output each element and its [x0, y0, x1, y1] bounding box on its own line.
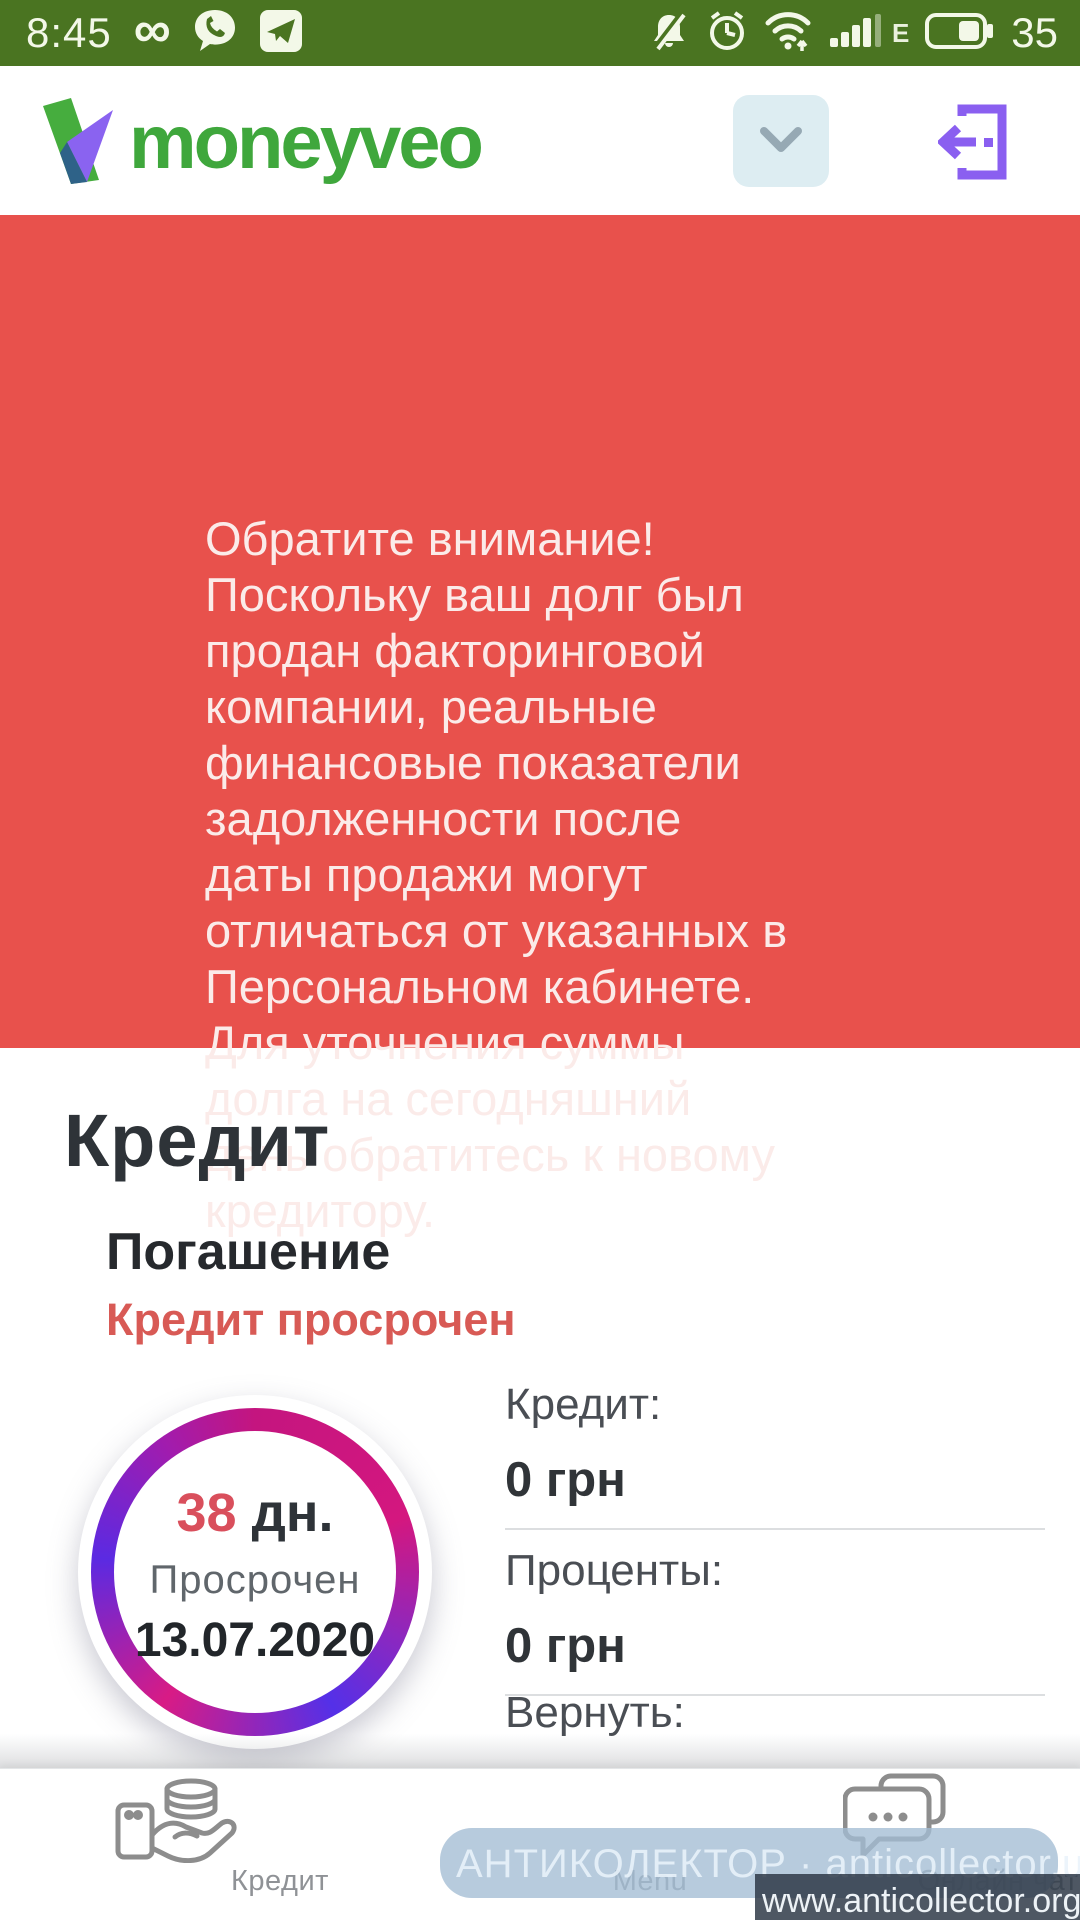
scroll-fade-overlay	[0, 1734, 1080, 1768]
telegram-icon	[259, 9, 303, 58]
status-bar: 8:45 ∞	[0, 0, 1080, 66]
status-bar-right: E 35	[648, 9, 1080, 58]
overdue-since-date: 13.07.2020	[134, 1614, 376, 1667]
signal-strength-icon	[829, 11, 882, 56]
page-title: Кредит	[64, 1099, 331, 1182]
clock-time: 8:45	[26, 9, 112, 56]
detail-label: Вернуть:	[505, 1688, 685, 1737]
nav-label-credit: Кредит	[231, 1865, 329, 1897]
chevron-down-icon	[759, 126, 803, 156]
factoring-alert-text: Обратите внимание! Поскольку ваш долг бы…	[205, 512, 788, 1237]
anticollector-url-strip	[755, 1874, 1080, 1920]
wifi-icon	[764, 9, 814, 58]
battery-icon	[925, 12, 995, 55]
status-bar-left: 8:45 ∞	[0, 1, 303, 59]
overdue-days-line: 38 дн.	[177, 1482, 334, 1544]
detail-label: Кредит:	[505, 1380, 662, 1429]
moneyveo-logo[interactable]: moneyveo	[43, 94, 484, 191]
overdue-state-label: Просрочен	[149, 1558, 361, 1602]
account-dropdown-button[interactable]	[733, 95, 829, 187]
detail-label: Проценты:	[505, 1546, 724, 1595]
infinity-icon: ∞	[133, 1, 171, 59]
app-header: moneyveo	[0, 66, 1080, 215]
factoring-alert-banner: Обратите внимание! Поскольку ваш долг бы…	[0, 215, 1080, 1237]
nav-item-credit[interactable]: Кредит	[80, 1769, 328, 1920]
overdue-days-value: 38	[176, 1483, 237, 1543]
logout-button[interactable]	[936, 104, 1008, 183]
viber-icon	[193, 8, 237, 59]
moneyveo-logo-icon	[43, 94, 115, 191]
anticollector-url-text: www.anticollector.org	[762, 1882, 1080, 1920]
detail-value: 0 грн	[505, 1453, 626, 1507]
logout-icon	[936, 104, 1008, 183]
battery-percent-label: 35	[1011, 9, 1058, 56]
notifications-muted-icon	[648, 10, 690, 57]
detail-row-interest: Проценты: 0 грн	[505, 1546, 1045, 1696]
loan-overdue-status: Кредит просрочен	[106, 1294, 516, 1345]
moneyveo-logo-text: moneyveo	[129, 100, 484, 185]
network-type-label: E	[891, 17, 910, 48]
alarm-clock-icon	[706, 10, 748, 57]
overdue-days-unit: дн.	[251, 1483, 334, 1543]
detail-value: 0 грн	[505, 1619, 626, 1673]
detail-row-credit: Кредит: 0 грн	[505, 1380, 1045, 1530]
overdue-days-gauge: 38 дн. Просрочен 13.07.2020	[78, 1395, 432, 1749]
hand-coins-icon	[115, 1777, 245, 1866]
gauge-inner-content: 38 дн. Просрочен 13.07.2020	[114, 1431, 396, 1713]
repayment-section-title: Погашение	[106, 1223, 391, 1281]
